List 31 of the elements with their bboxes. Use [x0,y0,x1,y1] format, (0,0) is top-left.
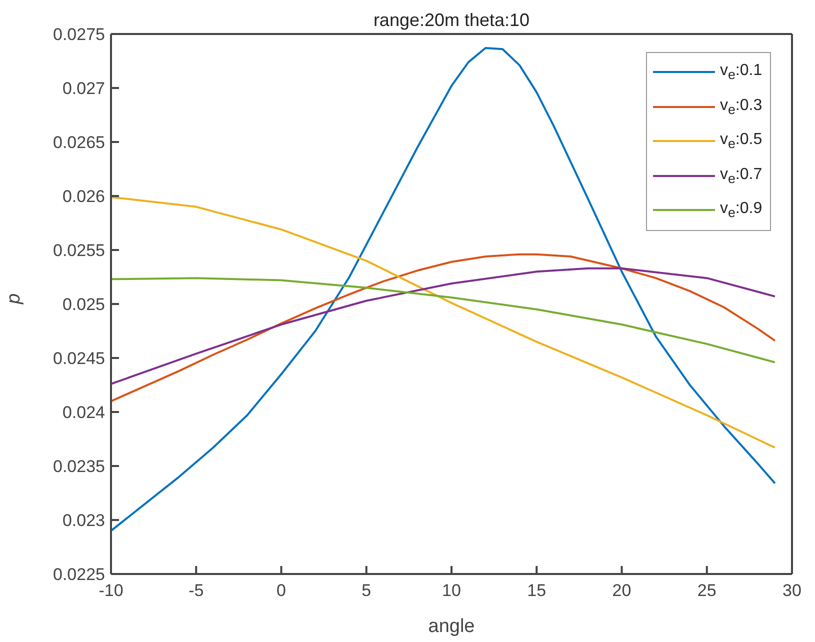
y-axis-title: p [4,293,25,305]
legend-label: v$_{e}$:0.5 [720,131,762,152]
x-tick-label: -5 [188,581,204,600]
line-series [111,47,776,532]
y-tick-label: 0.0235 [53,457,105,476]
line-series [111,267,776,385]
x-tick-label: 20 [612,581,632,600]
line-series [111,277,776,364]
x-tick-label: 0 [276,581,286,600]
x-tick-label: 25 [697,581,716,600]
y-tick-label: 0.0255 [53,241,105,260]
y-tick-label: 0.027 [62,79,105,98]
y-tick-label: 0.023 [62,511,105,530]
y-tick-label: 0.0265 [53,133,105,152]
y-tick-label: 0.025 [62,295,105,314]
x-tick-label: 5 [362,581,372,600]
line-series [111,196,776,449]
x-tick-label: 30 [782,581,802,600]
legend-label: v$_{e}$:0.9 [720,200,762,220]
y-tick-label: 0.024 [62,403,105,422]
legend-label: v$_{e}$:0.3 [720,96,762,117]
line-series [111,253,776,402]
y-tick-label: 0.0245 [53,349,105,368]
legend-label: v$_{e}$:0.7 [720,166,762,186]
x-axis-title: angle [428,616,475,637]
y-tick-label: 0.0275 [53,25,105,44]
legend-label: v$_{e}$:0.1 [720,62,762,82]
x-tick-label: 15 [527,581,546,600]
chart-title: range:20m theta:10 [372,10,531,31]
x-tick-label: 10 [442,581,461,600]
y-tick-label: 0.026 [62,187,105,206]
